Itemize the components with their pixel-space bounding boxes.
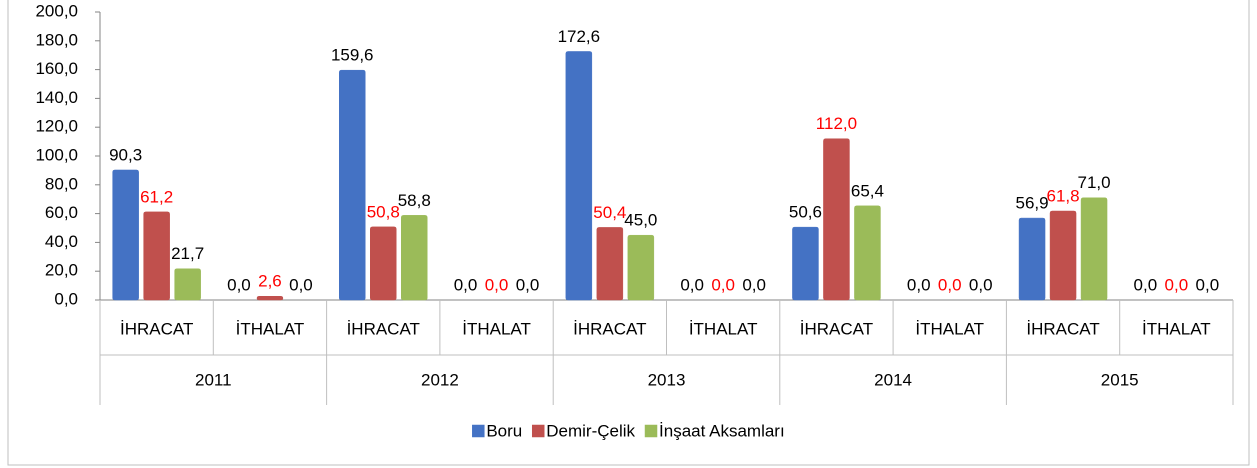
data-label: 0,0 <box>1165 275 1189 294</box>
legend: Boru Demir-Çelik İnşaat Aksamları <box>472 421 785 440</box>
data-label: 172,6 <box>558 27 601 46</box>
data-label: 0,0 <box>969 275 993 294</box>
group-label: 2013 <box>648 370 686 389</box>
bar <box>339 69 366 301</box>
data-label: 45,0 <box>624 211 657 230</box>
x-tick-label: İHRACAT <box>347 319 420 338</box>
bar <box>401 215 428 301</box>
group-label: 2015 <box>1101 370 1139 389</box>
bar <box>823 138 850 301</box>
data-label: 71,0 <box>1078 173 1111 192</box>
data-label: 21,7 <box>171 244 204 263</box>
x-tick-label: İTHALAT <box>462 319 531 338</box>
x-tick-label: İTHALAT <box>689 319 758 338</box>
x-tick-label: İHRACAT <box>120 319 193 338</box>
legend-label: Boru <box>486 421 522 440</box>
bar <box>174 268 201 301</box>
data-label: 0,0 <box>711 275 735 294</box>
data-label: 61,2 <box>140 187 173 206</box>
bar <box>854 205 881 301</box>
group-label: 2014 <box>874 370 912 389</box>
y-tick-label: 160,0 <box>35 59 78 78</box>
y-tick-label: 100,0 <box>35 145 78 164</box>
data-label: 61,8 <box>1047 186 1080 205</box>
bar <box>112 169 139 301</box>
x-tick-label: İHRACAT <box>800 319 873 338</box>
y-tick-label: 80,0 <box>45 174 78 193</box>
data-label: 0,0 <box>485 275 509 294</box>
data-label: 0,0 <box>1134 275 1158 294</box>
bar <box>1080 197 1108 301</box>
y-tick-label: 140,0 <box>35 88 78 107</box>
data-label: 0,0 <box>938 275 962 294</box>
data-label: 56,9 <box>1016 194 1049 213</box>
legend-label: İnşaat Aksamları <box>659 421 785 440</box>
data-label: 2,6 <box>258 272 282 291</box>
group-label: 2011 <box>195 370 232 389</box>
y-tick-label: 20,0 <box>45 261 78 280</box>
data-label: 50,8 <box>367 202 400 221</box>
data-label: 0,0 <box>289 275 313 294</box>
data-label: 0,0 <box>454 275 478 294</box>
data-label: 0,0 <box>516 275 540 294</box>
bar <box>565 51 593 301</box>
bar <box>627 234 655 301</box>
legend-swatch <box>531 424 545 438</box>
legend-swatch <box>644 424 658 438</box>
x-tick-label: İHRACAT <box>573 319 646 338</box>
data-label: 50,4 <box>593 203 626 222</box>
bar <box>792 226 819 301</box>
legend-label: Demir-Çelik <box>546 421 635 440</box>
bar <box>143 211 170 301</box>
data-label: 112,0 <box>816 114 857 133</box>
y-tick-label: 60,0 <box>45 203 78 222</box>
data-label: 90,3 <box>109 145 142 164</box>
legend-swatch <box>472 424 485 438</box>
y-tick-label: 180,0 <box>35 30 78 49</box>
data-label: 159,6 <box>331 46 374 65</box>
bar <box>370 226 397 301</box>
group-label: 2012 <box>421 370 459 389</box>
data-label: 0,0 <box>907 275 931 294</box>
x-tick-label: İHRACAT <box>1026 319 1099 338</box>
y-tick-label: 40,0 <box>45 232 78 251</box>
data-label: 0,0 <box>680 275 704 294</box>
data-label: 58,8 <box>398 191 431 210</box>
y-tick-label: 200,0 <box>35 1 78 20</box>
data-label: 65,4 <box>851 181 884 200</box>
bar <box>596 227 624 301</box>
x-tick-label: İTHALAT <box>236 319 305 338</box>
bar <box>1049 210 1077 301</box>
data-label: 0,0 <box>227 275 251 294</box>
bar <box>256 296 284 301</box>
x-tick-label: İTHALAT <box>1142 319 1211 338</box>
x-tick-label: İTHALAT <box>915 319 984 338</box>
y-tick-label: 0,0 <box>54 289 78 308</box>
data-label: 0,0 <box>742 275 766 294</box>
data-label: 0,0 <box>1196 275 1220 294</box>
bar <box>1018 217 1046 301</box>
data-label: 50,6 <box>789 203 822 222</box>
y-tick-label: 120,0 <box>35 117 78 136</box>
